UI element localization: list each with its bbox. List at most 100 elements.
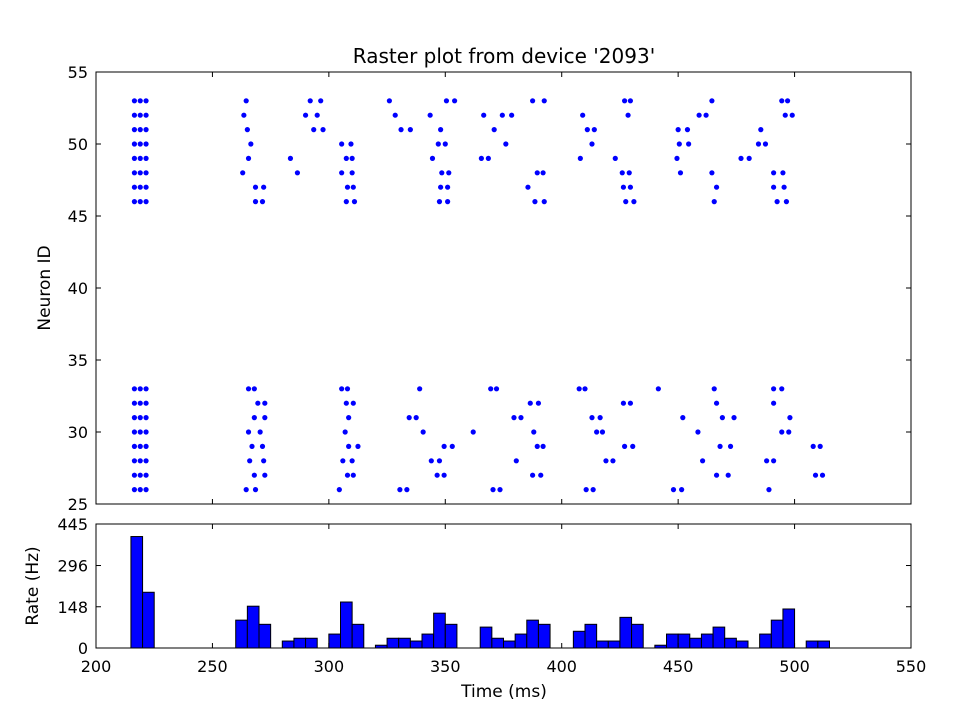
spike-point <box>407 127 413 133</box>
spike-point <box>725 472 731 478</box>
spike-point <box>518 415 524 421</box>
spike-point <box>137 400 143 406</box>
rate-bar <box>514 633 528 649</box>
spike-point <box>603 458 609 464</box>
rate-histogram-bars <box>130 536 830 649</box>
spike-point <box>131 400 138 406</box>
spike-point <box>307 98 313 104</box>
spike-point <box>746 155 752 161</box>
spike-point <box>449 443 455 449</box>
rate-bar <box>666 633 679 649</box>
histogram-x-label: Time (ms) <box>460 682 547 702</box>
spike-point <box>262 400 268 406</box>
spike-point <box>610 458 616 464</box>
spike-point <box>679 487 685 493</box>
spike-point <box>343 400 349 406</box>
raster-y-tick-label: 45 <box>68 207 88 226</box>
histogram-axes-frame <box>95 523 912 649</box>
rate-bar <box>398 637 411 649</box>
spike-point <box>386 98 392 104</box>
spike-point <box>727 443 734 449</box>
histogram-x-tick-label: 300 <box>314 657 345 676</box>
spike-point <box>349 155 355 161</box>
rate-bar <box>526 619 539 649</box>
spike-point <box>530 98 536 104</box>
spike-point <box>245 429 252 435</box>
spike-point <box>499 112 505 118</box>
spike-point <box>538 472 544 478</box>
spike-point <box>137 458 143 464</box>
spike-point <box>784 98 791 104</box>
spike-point <box>137 386 143 392</box>
spike-point <box>779 429 785 435</box>
spike-point <box>481 112 487 118</box>
rate-bar <box>293 637 307 649</box>
spike-point <box>713 472 720 478</box>
spike-point <box>244 127 250 133</box>
spike-point <box>340 458 346 464</box>
spike-point <box>589 415 595 421</box>
spike-point <box>762 141 769 147</box>
spike-point <box>262 415 268 421</box>
spike-point <box>339 386 345 392</box>
spike-point <box>137 170 143 176</box>
spike-point <box>137 98 143 104</box>
spike-point <box>137 141 143 147</box>
histogram-y-tick-label: 0 <box>78 639 88 658</box>
rate-bar <box>596 640 609 649</box>
spike-point <box>351 199 358 205</box>
spike-point <box>766 487 772 493</box>
spike-point <box>627 184 634 190</box>
spike-point <box>131 199 138 205</box>
spike-point <box>764 458 770 464</box>
spike-point <box>513 458 519 464</box>
spike-point <box>143 170 149 176</box>
rate-bar <box>584 623 598 649</box>
histogram-x-tick-label: 350 <box>430 657 461 676</box>
spike-point <box>314 112 320 118</box>
spike-point <box>417 386 423 392</box>
rate-bar <box>491 637 505 649</box>
spike-point <box>619 170 625 176</box>
spike-point <box>819 472 826 478</box>
spike-point <box>627 400 634 406</box>
spike-point <box>251 386 257 392</box>
spike-point <box>436 199 443 205</box>
histogram-y-label: Rate (Hz) <box>23 546 43 625</box>
spike-point <box>576 386 582 392</box>
spike-point <box>630 443 636 449</box>
spike-point <box>406 415 412 421</box>
spike-point <box>261 458 267 464</box>
spike-point <box>143 112 149 118</box>
spike-point <box>251 472 257 478</box>
spike-point <box>143 127 149 133</box>
spike-point <box>674 155 680 161</box>
rate-bar <box>235 619 248 649</box>
spike-point <box>131 127 138 133</box>
rate-bar <box>770 619 784 649</box>
spike-point <box>717 443 723 449</box>
spike-point <box>534 170 540 176</box>
spike-point <box>621 98 628 104</box>
spike-point <box>812 472 819 478</box>
spike-point <box>143 386 149 392</box>
raster-y-tick-label: 30 <box>68 423 88 442</box>
spike-point <box>428 458 434 464</box>
spike-point <box>531 429 537 435</box>
spike-point <box>252 199 259 205</box>
spike-point <box>599 429 606 435</box>
spike-point <box>302 112 309 118</box>
spike-point <box>346 443 352 449</box>
spike-point <box>446 170 452 176</box>
spike-point <box>240 170 246 176</box>
spike-point <box>731 415 737 421</box>
spike-point <box>344 184 351 190</box>
spike-point <box>420 429 426 435</box>
spike-point <box>131 487 138 493</box>
spike-point <box>686 141 692 147</box>
spike-point <box>404 487 410 493</box>
spike-point <box>493 386 500 392</box>
spike-point <box>621 443 628 449</box>
spike-point <box>719 415 725 421</box>
spike-point <box>699 458 706 464</box>
